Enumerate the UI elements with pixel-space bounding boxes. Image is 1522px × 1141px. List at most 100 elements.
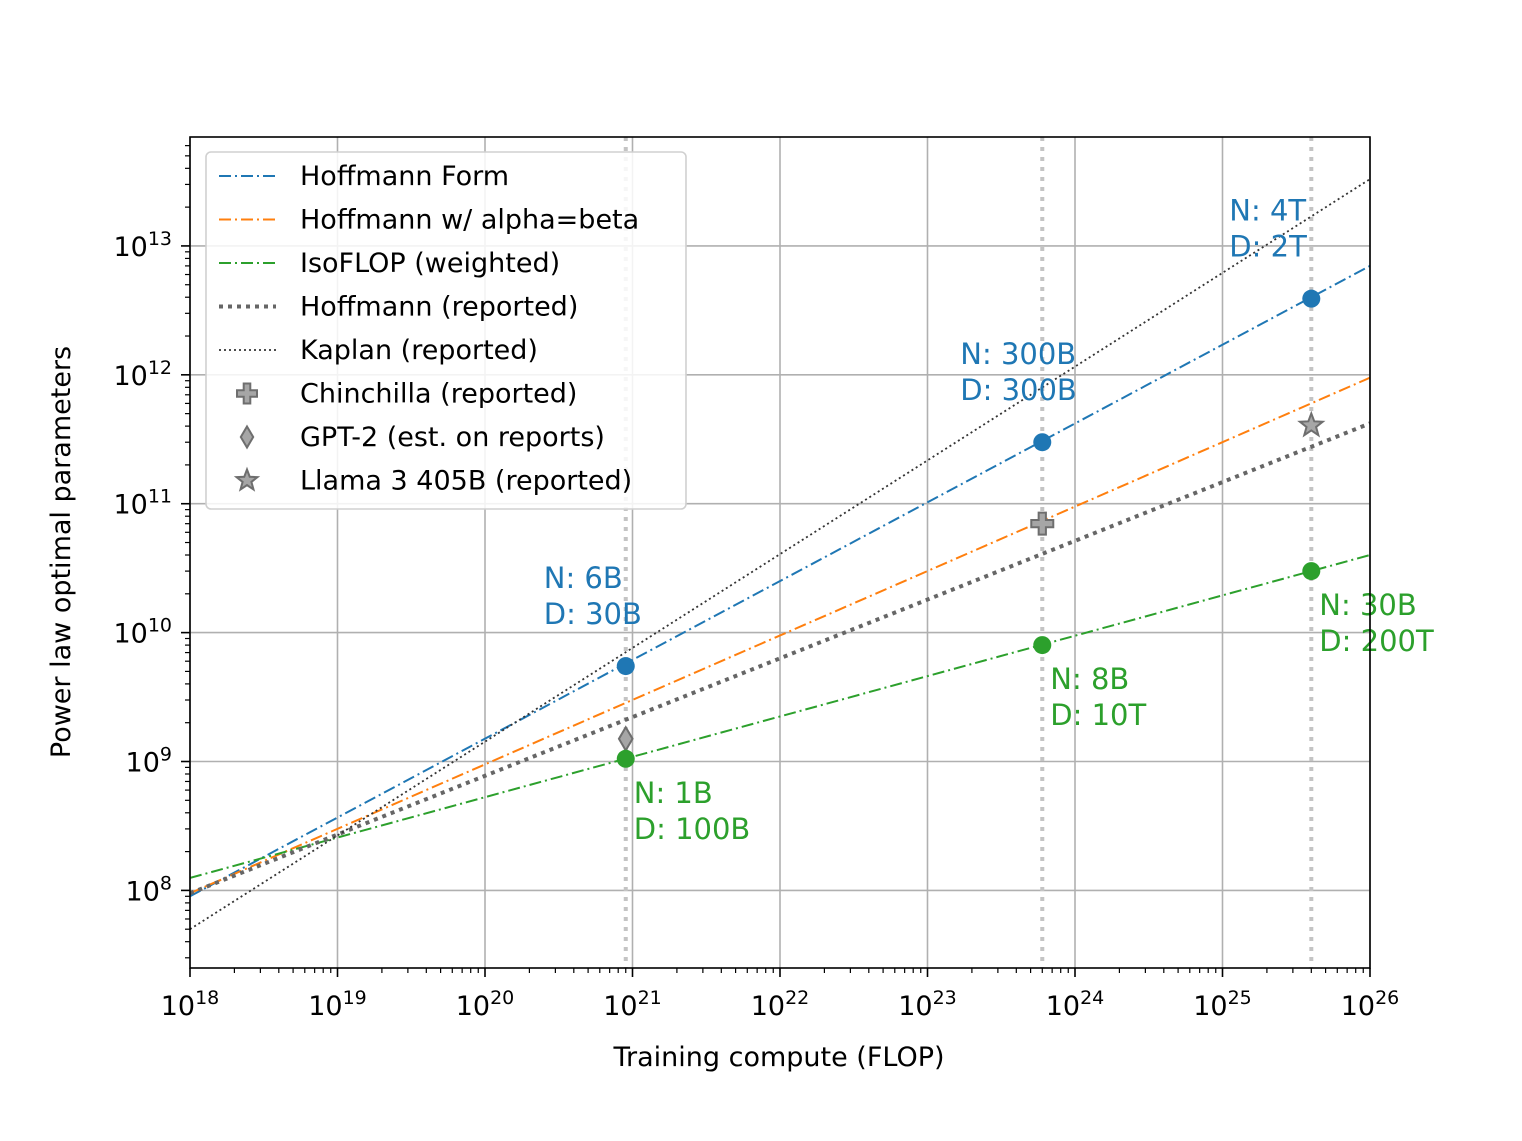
data-markers [616, 289, 1326, 768]
series-lines [190, 178, 1370, 930]
series-line-kaplan-reported [190, 178, 1370, 930]
legend-box [205, 151, 687, 510]
vertical-reference-lines [623, 137, 1314, 968]
y-tick-label-exp: 12 [148, 357, 172, 379]
x-tick-label-base: 10 [308, 991, 342, 1022]
marker-hoffmann-form [1302, 289, 1321, 308]
annotation-line: D: 300B [960, 373, 1077, 407]
legend-item-kaplan-reported: Kaplan (reported) [219, 335, 538, 366]
legend-item-isoflop-weighted: IsoFLOP (weighted) [219, 248, 560, 279]
axis-ticks: 1018 1019 1020 1021 1022 1023 1024 1025 10261081… [113, 145, 1400, 1022]
x-tick-label-base: 10 [1193, 991, 1227, 1022]
y-tick-label-base: 10 [126, 748, 160, 779]
x-tick-label: 1025 [1193, 987, 1252, 1022]
y-tick-label: 108 [126, 872, 172, 907]
y-tick-label: 1010 [113, 615, 172, 650]
legend-swatch-plus-icon [236, 382, 258, 405]
x-tick-label-base: 10 [751, 991, 785, 1022]
x-tick-label-base: 10 [603, 991, 637, 1022]
x-tick-label-exp: 18 [195, 987, 219, 1009]
annotation-line: D: 10T [1050, 698, 1146, 732]
x-tick-label-base: 10 [898, 991, 932, 1022]
x-tick-label-exp: 21 [638, 987, 662, 1009]
legend-label: Hoffmann (reported) [300, 292, 578, 323]
legend: Hoffmann Form Hoffmann w/ alpha=beta IsoFL… [205, 151, 687, 510]
y-tick-label-base: 10 [113, 361, 147, 392]
x-tick-label-exp: 25 [1228, 987, 1252, 1009]
y-tick-label-exp: 8 [160, 872, 172, 894]
x-tick-label-exp: 22 [785, 987, 809, 1009]
annotation-line: N: 30B [1319, 588, 1416, 622]
annotation-label: N: 4TD: 2T [1229, 194, 1307, 264]
x-tick-label-base: 10 [456, 991, 490, 1022]
x-tick-label: 1020 [456, 987, 515, 1022]
y-tick-label-base: 10 [113, 619, 147, 650]
y-tick-label: 109 [126, 744, 172, 779]
legend-label: Hoffmann Form [300, 161, 509, 192]
x-tick-label-exp: 26 [1375, 987, 1399, 1009]
legend-item-chinchilla-reported: Chinchilla (reported) [236, 379, 577, 410]
annotation-line: D: 200T [1319, 624, 1434, 658]
legend-item-hoffmann-w-alpha-beta: Hoffmann w/ alpha=beta [219, 205, 639, 236]
y-tick-label: 1013 [113, 228, 172, 263]
x-tick-label: 1026 [1341, 987, 1400, 1022]
marker-isoflop-weighted [616, 749, 635, 768]
y-tick-label-exp: 9 [160, 744, 172, 766]
legend-label: IsoFLOP (weighted) [300, 248, 560, 279]
annotation-label: N: 1BD: 100B [634, 776, 751, 846]
legend-swatch-star-icon [233, 466, 261, 492]
y-axis-label: Power law optimal parameters [46, 346, 77, 758]
legend-item-hoffmann-form: Hoffmann Form [219, 161, 509, 192]
point-llama-3-405b-reported [1297, 410, 1326, 438]
x-tick-label-exp: 20 [490, 987, 514, 1009]
annotation-line: N: 300B [960, 337, 1076, 371]
legend-label: GPT-2 (est. on reports) [300, 422, 605, 453]
annotation-line: D: 2T [1229, 230, 1307, 264]
y-tick-label-base: 10 [126, 876, 160, 907]
x-tick-label: 1019 [308, 987, 367, 1022]
legend-item-llama-3-405b-reported: Llama 3 405B (reported) [233, 466, 632, 497]
legend-swatch-diamond-icon [239, 424, 255, 450]
annotation-label: N: 8BD: 10T [1050, 662, 1146, 732]
legend-label: Chinchilla (reported) [300, 379, 577, 410]
y-tick-label-exp: 13 [148, 228, 172, 250]
x-tick-label-exp: 19 [343, 987, 367, 1009]
annotation-line: N: 8B [1050, 662, 1129, 696]
annotation-line: N: 4T [1229, 194, 1306, 228]
x-tick-label-base: 10 [161, 991, 195, 1022]
x-tick-label: 1022 [751, 987, 810, 1022]
x-tick-label-exp: 24 [1080, 987, 1104, 1009]
x-tick-label: 1023 [898, 987, 957, 1022]
legend-label: Hoffmann w/ alpha=beta [300, 205, 639, 236]
x-tick-label-base: 10 [1046, 991, 1080, 1022]
x-tick-label: 1021 [603, 987, 662, 1022]
x-axis-label: Training compute (FLOP) [612, 1042, 944, 1073]
series-line-hoffmann-form [190, 265, 1370, 898]
marker-hoffmann-form [1033, 433, 1052, 452]
marker-isoflop-weighted [1033, 636, 1052, 655]
legend-item-gpt-2-est-on-reports: GPT-2 (est. on reports) [239, 422, 605, 453]
y-tick-label-base: 10 [113, 232, 147, 263]
y-tick-label: 1011 [113, 486, 172, 521]
annotation-line: D: 100B [634, 812, 751, 846]
annotation-line: N: 6B [544, 561, 623, 595]
y-tick-label-exp: 10 [148, 615, 172, 637]
marker-isoflop-weighted [1302, 562, 1321, 581]
annotation-line: D: 30B [544, 597, 642, 631]
series-line-isoflop-weighted [190, 554, 1370, 879]
series-line-hoffmann-w-alpha-beta [190, 376, 1370, 895]
legend-label: Kaplan (reported) [300, 335, 538, 366]
annotation-label: N: 6BD: 30B [544, 561, 642, 631]
x-tick-label-exp: 23 [933, 987, 957, 1009]
marker-hoffmann-form [616, 657, 635, 676]
x-tick-label-base: 10 [1341, 991, 1375, 1022]
point-chinchilla-reported [1030, 511, 1055, 536]
y-tick-label-exp: 11 [148, 486, 172, 508]
x-tick-label: 1024 [1046, 987, 1105, 1022]
legend-label: Llama 3 405B (reported) [300, 466, 632, 497]
y-tick-label: 1012 [113, 357, 172, 392]
